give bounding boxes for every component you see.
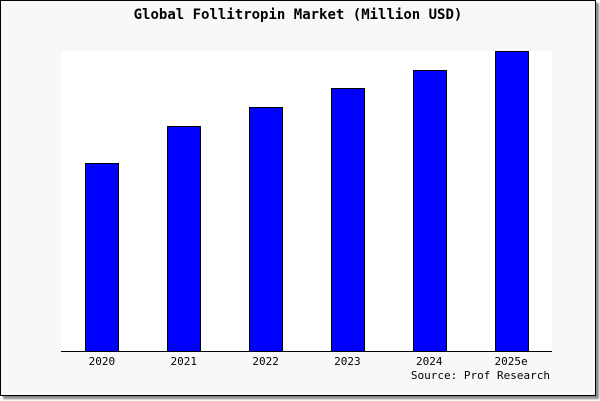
chart-title: Global Follitropin Market (Million USD) xyxy=(133,7,463,23)
x-tick-label: 2025e xyxy=(495,355,528,368)
bar-2020 xyxy=(85,163,119,352)
source-annotation: Source: Prof Research xyxy=(410,369,550,382)
x-tick-label: 2020 xyxy=(89,355,116,368)
x-tick-label: 2021 xyxy=(171,355,198,368)
bar-2023 xyxy=(331,88,365,352)
plot-area xyxy=(61,51,552,351)
x-tick-label: 2023 xyxy=(334,355,361,368)
x-tick-label: 2024 xyxy=(416,355,443,368)
bar-2022 xyxy=(249,107,283,352)
bar-2024 xyxy=(413,70,447,352)
x-tick-label: 2022 xyxy=(252,355,279,368)
bar-2021 xyxy=(167,126,201,352)
bar-2025e xyxy=(495,51,529,352)
